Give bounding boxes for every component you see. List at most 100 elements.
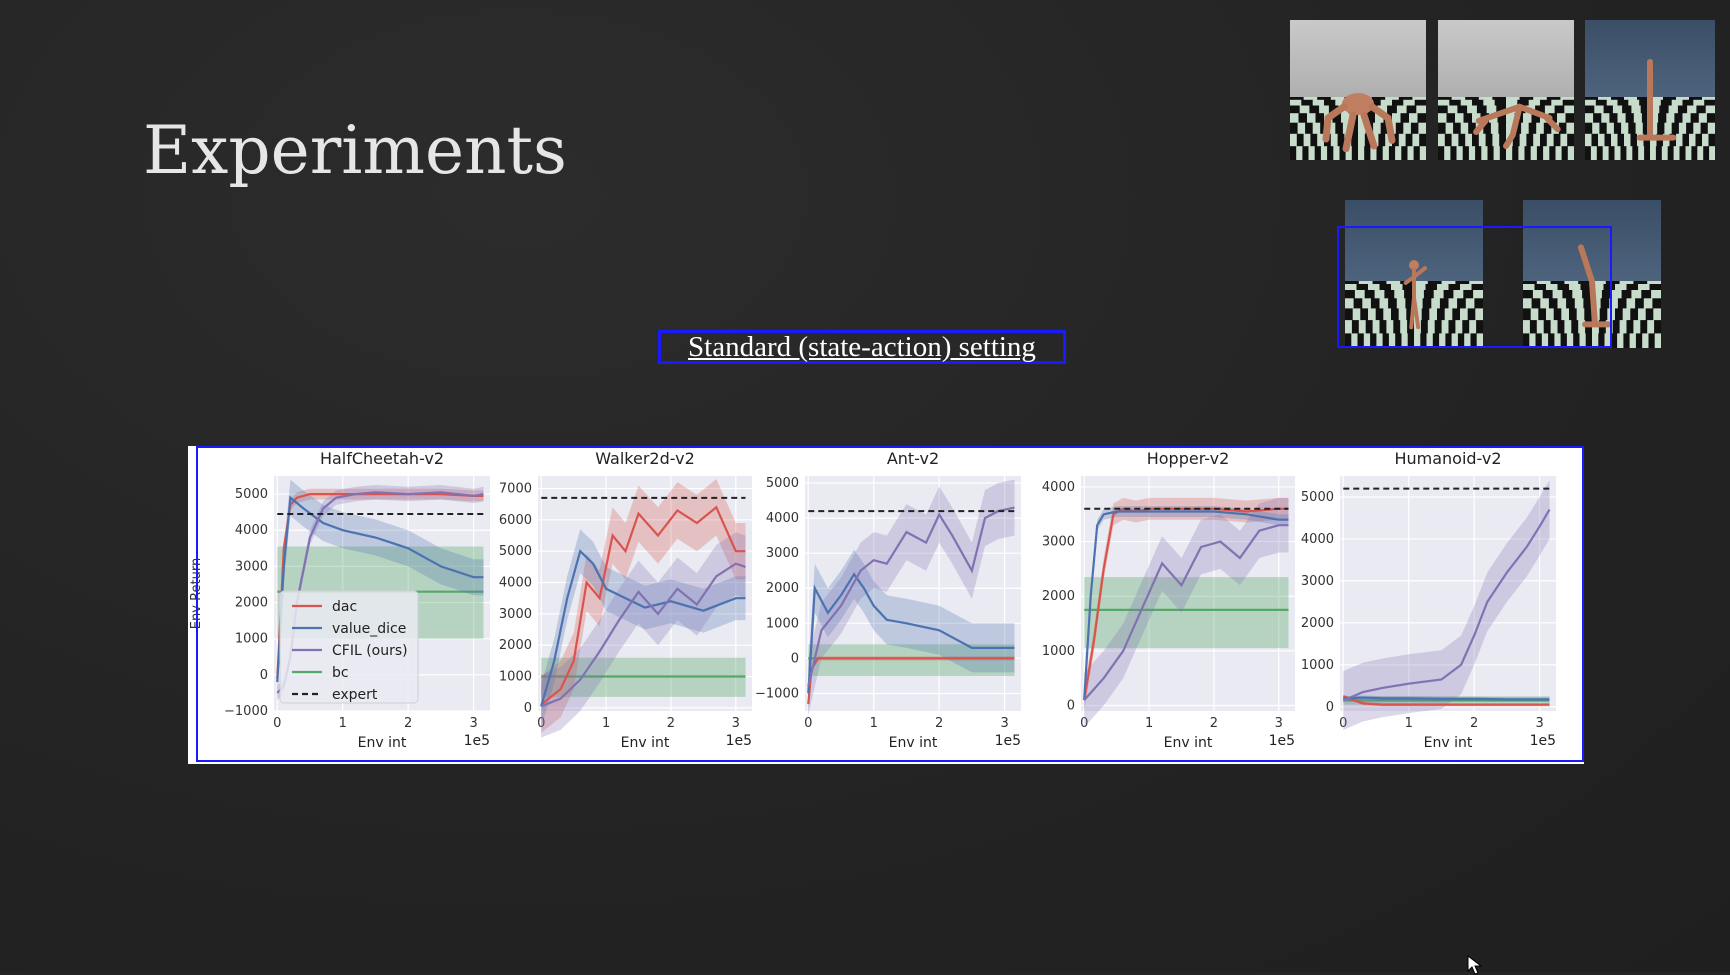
y-tick-label: 1000 <box>499 670 532 685</box>
x-axis-multiplier: 1e5 <box>726 733 752 749</box>
x-tick-label: 1 <box>1405 716 1413 731</box>
series-line-value_dice <box>807 572 1015 694</box>
x-tick-label: 2 <box>404 716 412 731</box>
y-tick-label: 2000 <box>766 581 799 596</box>
series-line-cfil <box>807 506 1015 687</box>
y-tick-label: 0 <box>1326 700 1334 715</box>
ant-env-thumbnail <box>1290 20 1426 160</box>
legend-label: bc <box>332 665 349 681</box>
series-line-cfil <box>1083 524 1289 701</box>
x-axis-label: Env int <box>1424 735 1473 751</box>
cheetah-robot-icon <box>1473 103 1561 149</box>
x-tick-label: 0 <box>804 716 812 731</box>
x-axis-multiplier: 1e5 <box>1269 733 1295 749</box>
series-line-value_dice <box>1343 696 1550 701</box>
walker-env-thumbnail <box>1523 200 1661 348</box>
legend-label: value_dice <box>332 621 406 637</box>
slide-subtitle[interactable]: Standard (state-action) setting <box>658 330 1066 364</box>
y-tick-label: 0 <box>1067 699 1075 714</box>
chart-legend: dac value_dice CFIL (ours) bc expert <box>279 590 419 704</box>
halfcheetah-env-thumbnail <box>1438 20 1574 160</box>
chart-panel: 0 1 2 3 −1000 0 1000 2000 3000 4000 5000 HalfCheeta… <box>189 449 490 751</box>
results-chart: 0 1 2 3−1000010002000300040005000HalfCheeta… <box>189 449 1556 751</box>
y-tick-label: 0 <box>791 651 799 666</box>
y-tick-label: 3000 <box>766 546 799 561</box>
slide-title: Experiments <box>143 112 567 189</box>
x-axis-label: Env int <box>621 735 670 751</box>
plot-area <box>1340 476 1556 711</box>
x-tick-label: 0 <box>1080 716 1088 731</box>
x-tick-label: 2 <box>1210 716 1218 731</box>
bc-band <box>808 644 1015 676</box>
series-line-dac <box>807 657 1015 705</box>
y-tick-label: 2000 <box>1301 616 1334 631</box>
y-tick-label: 0 <box>260 668 268 683</box>
series-line-value_dice <box>540 549 746 707</box>
x-axis-label: Env int <box>358 735 407 751</box>
chart-title: Humanoid-v2 <box>1394 449 1501 468</box>
series-line-value_dice <box>276 495 484 683</box>
chart-title: Hopper-v2 <box>1147 449 1230 468</box>
selection-box <box>1337 226 1612 348</box>
series-line-cfil <box>1342 509 1551 702</box>
series-line-dac <box>1083 507 1289 701</box>
x-tick-label: 0 <box>1339 716 1347 731</box>
y-tick-label: 5000 <box>235 487 268 502</box>
y-axis-label: Env Return <box>189 558 204 629</box>
x-axis-multiplier: 1e5 <box>1530 733 1556 749</box>
y-tick-label: 7000 <box>499 482 532 497</box>
x-tick-label: 3 <box>732 716 740 731</box>
chart-panel: 0 1 2 3 0 1000 2000 3000 4000 5000 6000 7000 Walker2… <box>499 449 752 751</box>
ant-robot-icon <box>1322 93 1396 153</box>
y-tick-label: 3000 <box>1042 535 1075 550</box>
y-tick-label: 5000 <box>766 476 799 491</box>
x-tick-label: 3 <box>1000 716 1008 731</box>
y-tick-label: 3000 <box>499 607 532 622</box>
series-band-value_dice <box>541 529 746 729</box>
y-tick-label: −1000 <box>224 704 268 719</box>
y-tick-label: 1000 <box>235 632 268 647</box>
y-tick-label: 4000 <box>1301 532 1334 547</box>
y-tick-label: 2000 <box>1042 589 1075 604</box>
chart-title: HalfCheetah-v2 <box>320 449 444 468</box>
y-tick-label: 1000 <box>1301 658 1334 673</box>
x-tick-label: 1 <box>870 716 878 731</box>
x-axis-label: Env int <box>1164 735 1213 751</box>
series-band-dac <box>1343 694 1550 707</box>
legend-label: expert <box>332 687 378 703</box>
y-tick-label: 1000 <box>1042 644 1075 659</box>
y-tick-label: 1000 <box>766 616 799 631</box>
x-axis-label: Env int <box>889 735 938 751</box>
plot-area <box>538 476 752 711</box>
humanoid-robot-icon <box>1403 260 1428 330</box>
y-tick-label: 4000 <box>235 523 268 538</box>
x-tick-label: 0 <box>537 716 545 731</box>
x-tick-label: 2 <box>935 716 943 731</box>
y-tick-label: 5000 <box>499 544 532 559</box>
x-tick-label: 1 <box>602 716 610 731</box>
x-axis-multiplier: 1e5 <box>464 733 490 749</box>
y-tick-label: 4000 <box>499 576 532 591</box>
series-band-dac <box>541 479 746 733</box>
x-axis-multiplier: 1e5 <box>995 733 1021 749</box>
walker-robot-icon <box>1577 244 1612 328</box>
series-line-value_dice <box>1083 510 1289 701</box>
chart-title: Walker2d-v2 <box>595 449 695 468</box>
series-band-cfil <box>1343 480 1550 730</box>
y-tick-label: 0 <box>524 701 532 716</box>
y-tick-label: 6000 <box>499 513 532 528</box>
x-tick-label: 0 <box>273 716 281 731</box>
x-tick-label: 3 <box>469 716 477 731</box>
hopper-robot-icon <box>1636 59 1677 141</box>
mouse-cursor-icon <box>1467 955 1483 975</box>
legend-label: dac <box>332 599 357 615</box>
series-line-dac <box>540 505 746 706</box>
chart-panel: 0 1 2 3 0 1000 2000 3000 4000 Hopper-v2 Env int 1e5 <box>1042 449 1295 751</box>
y-tick-label: 4000 <box>1042 480 1075 495</box>
y-tick-label: 5000 <box>1301 490 1334 505</box>
series-band-value_dice <box>808 549 1015 718</box>
series-line-dac <box>1342 695 1550 706</box>
y-tick-label: 4000 <box>766 511 799 526</box>
x-tick-label: 2 <box>667 716 675 731</box>
series-band-dac <box>1084 497 1289 711</box>
